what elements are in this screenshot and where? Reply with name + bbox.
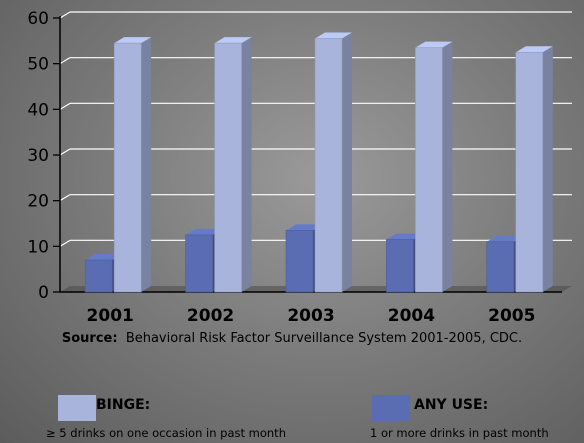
source-text: Behavioral Risk Factor Surveillance Syst… (125, 331, 523, 346)
bar-top (515, 46, 553, 53)
bar-binge-2001 (113, 37, 152, 293)
x-tick-label: 2003 (287, 306, 334, 326)
bars (84, 32, 553, 293)
bar-top (415, 41, 453, 48)
y-tick-label: 50 (27, 55, 49, 75)
bar-side (342, 32, 352, 293)
tick-labels: 0 10 20 30 40 50 60 2001 2002 2003 2004 2005 (27, 9, 535, 326)
y-tick-label: 0 (38, 283, 49, 303)
bar-front (386, 239, 414, 293)
gridline-depth (59, 148, 71, 156)
bar-top (286, 224, 323, 231)
x-tick-label: 2001 (87, 306, 134, 326)
bar-front (84, 259, 113, 293)
legend-swatch-binge (58, 395, 96, 421)
source-label: Source: (61, 331, 118, 346)
bar-front (415, 47, 443, 293)
x-tick-label: 2002 (187, 306, 234, 326)
bar-front (486, 241, 515, 293)
bar-top (185, 228, 223, 235)
legend-swatch-any-use (372, 395, 410, 421)
source-note: Source: Behavioral Risk Factor Surveilla… (0, 331, 584, 346)
bar-side (542, 46, 553, 292)
bar-front (314, 38, 343, 293)
bar-top (114, 37, 152, 44)
bar-top (85, 254, 123, 261)
y-tick-label: 30 (27, 146, 49, 166)
bar-binge-2003 (314, 32, 352, 293)
bar-side (241, 37, 252, 292)
legend-title-any-use: ANY USE: (414, 397, 489, 413)
legend-desc-any-use: 1 or more drinks in past month (370, 426, 549, 440)
legend-desc-binge: ≥ 5 drinks on one occasion in past month (46, 426, 286, 440)
bar-front (515, 51, 544, 293)
y-tick-label: 40 (27, 100, 49, 120)
bar-top (486, 235, 524, 242)
bar-top (386, 233, 424, 240)
bar-side (442, 41, 453, 292)
x-tick-label: 2005 (488, 306, 535, 326)
gridline-depth (59, 194, 71, 202)
bar-binge-2002 (214, 37, 252, 293)
bar-binge-2005 (515, 46, 553, 293)
bar-side (141, 37, 152, 292)
bar-top (315, 32, 352, 39)
y-tick-label: 20 (27, 192, 49, 212)
bar-front (185, 234, 213, 293)
bar-front (214, 42, 242, 293)
gridline-depth (59, 239, 71, 247)
bar-front (285, 230, 314, 293)
gridline-depth (59, 57, 71, 65)
y-tick-label: 60 (27, 9, 49, 29)
gridline-depth (59, 11, 71, 19)
bar-top (214, 37, 252, 44)
gridline-depth (59, 102, 71, 110)
legend-title-binge: BINGE: (96, 397, 151, 413)
bar-front (113, 42, 142, 293)
x-tick-label: 2004 (388, 306, 435, 326)
y-tick-label: 10 (27, 237, 49, 257)
bar-binge-2004 (415, 41, 453, 293)
